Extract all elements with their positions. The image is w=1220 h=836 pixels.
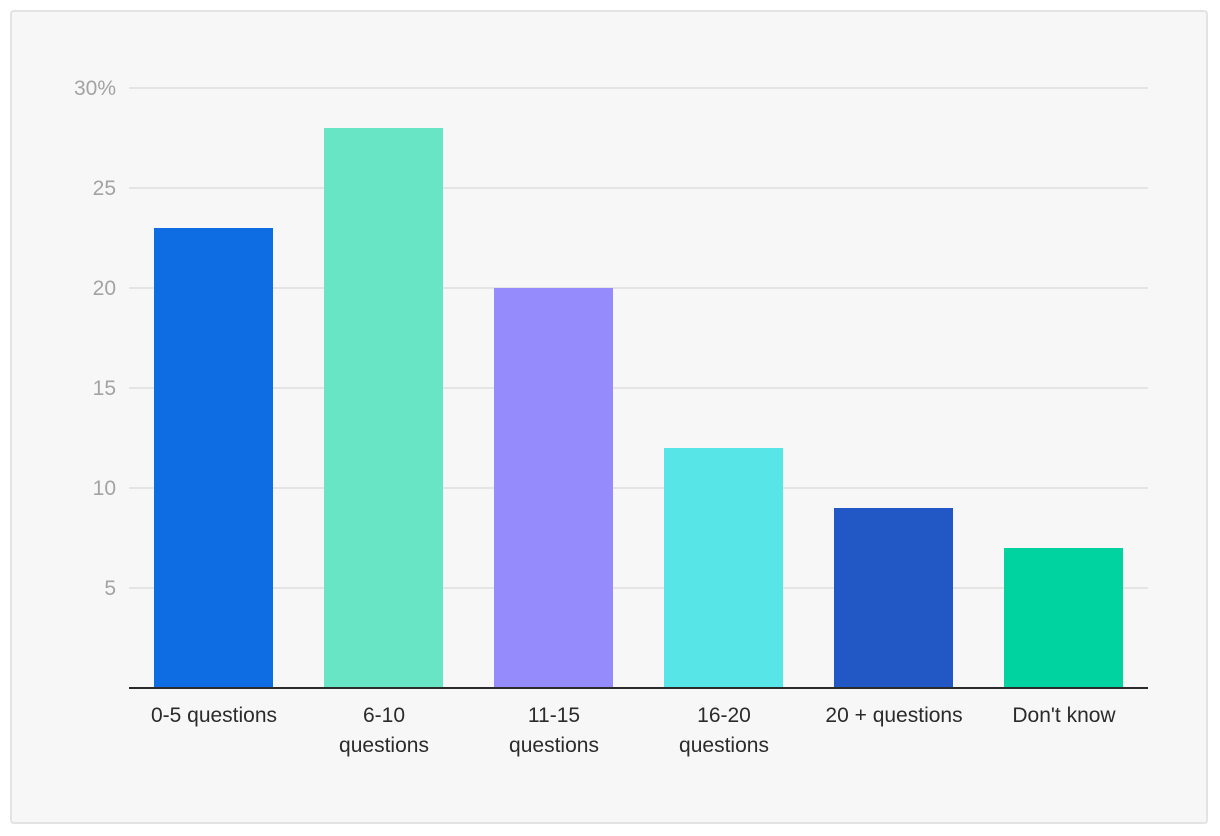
x-tick-label: 6-10 questions — [339, 704, 429, 757]
bar — [324, 128, 443, 688]
bar — [1004, 548, 1123, 688]
y-tick-label: 25 — [93, 177, 116, 200]
bars — [154, 128, 1123, 688]
x-tick-label: 20 + questions — [825, 704, 962, 727]
gridlines — [129, 87, 1148, 589]
bar — [494, 288, 613, 688]
y-tick-label: 15 — [93, 377, 116, 400]
y-tick-label: 5 — [104, 577, 116, 600]
x-tick-label: Don't know — [1012, 704, 1116, 727]
y-tick-label: 10 — [93, 477, 116, 500]
x-tick-label-line: 0-5 questions — [151, 704, 277, 727]
bar — [834, 508, 953, 688]
x-tick-label-line: 6-10 — [363, 704, 405, 727]
bar — [664, 448, 783, 688]
x-axis-labels: 0-5 questions 6-10 questions 11-15 questions… — [151, 704, 1116, 757]
x-tick-label: 11-15 questions — [509, 704, 599, 757]
x-tick-label-line: questions — [509, 734, 599, 757]
x-tick-label-line: 16-20 — [697, 704, 751, 727]
y-tick-label: 30% — [74, 77, 116, 100]
x-tick-label: 16-20 questions — [679, 704, 769, 757]
x-tick-label-line: questions — [339, 734, 429, 757]
bar — [154, 228, 273, 688]
x-tick-label-line: 20 + questions — [825, 704, 962, 727]
x-tick-label-line: Don't know — [1012, 704, 1116, 727]
x-tick-label-line: questions — [679, 734, 769, 757]
x-tick-label-line: 11-15 — [528, 704, 580, 727]
y-axis-ticks: 5 10 15 20 25 30% — [74, 77, 116, 600]
y-tick-label: 20 — [93, 277, 116, 300]
x-tick-label: 0-5 questions — [151, 704, 277, 727]
